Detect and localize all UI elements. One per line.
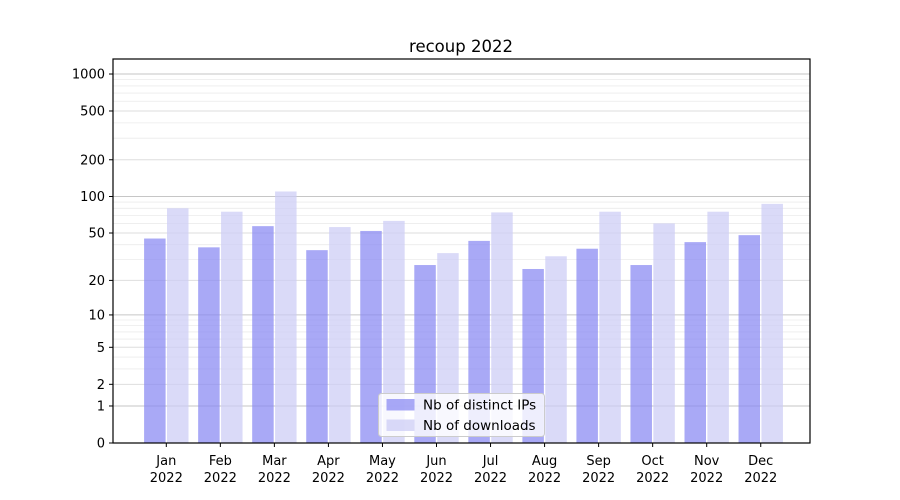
x-tick-label-month-jul: Jul bbox=[482, 454, 499, 469]
bar-nb-of-downloads-jan bbox=[167, 208, 189, 443]
x-tick-label-year-oct: 2022 bbox=[636, 471, 669, 486]
y-tick-label-1000: 1000 bbox=[72, 68, 105, 83]
x-tick-label-month-dec: Dec bbox=[748, 454, 773, 469]
bar-nb-of-distinct-ips-feb bbox=[198, 247, 220, 443]
x-tick-label-year-feb: 2022 bbox=[204, 471, 237, 486]
y-tick-label-1: 1 bbox=[97, 399, 105, 414]
bar-nb-of-distinct-ips-sep bbox=[576, 248, 598, 443]
chart-title: recoup 2022 bbox=[409, 37, 513, 56]
plot-border bbox=[112, 58, 811, 444]
bar-nb-of-distinct-ips-jul bbox=[468, 240, 490, 443]
x-tick-label-year-apr: 2022 bbox=[312, 471, 345, 486]
bar-nb-of-distinct-ips-dec bbox=[738, 235, 761, 443]
bar-nb-of-downloads-may bbox=[383, 220, 405, 443]
bar-nb-of-downloads-aug bbox=[545, 256, 567, 443]
bar-nb-of-distinct-ips-nov bbox=[684, 242, 706, 443]
x-tick-label-year-may: 2022 bbox=[366, 471, 399, 486]
y-tick-label-50: 50 bbox=[88, 227, 105, 242]
y-tick-label-500: 500 bbox=[80, 104, 105, 119]
x-tick-label-year-jun: 2022 bbox=[420, 471, 453, 486]
x-tick-label-month-aug: Aug bbox=[532, 454, 557, 469]
x-tick-label-month-apr: Apr bbox=[317, 454, 340, 469]
y-tick-label-20: 20 bbox=[88, 274, 105, 289]
bars-layer bbox=[144, 191, 783, 443]
x-tick-label-month-sep: Sep bbox=[586, 454, 611, 469]
y-tick-label-0: 0 bbox=[97, 437, 105, 452]
x-tick-label-year-nov: 2022 bbox=[690, 471, 723, 486]
y-tick-label-2: 2 bbox=[97, 378, 105, 393]
legend: Nb of distinct IPs Nb of downloads bbox=[378, 393, 545, 437]
x-tick-label-year-sep: 2022 bbox=[582, 471, 615, 486]
bar-nb-of-distinct-ips-oct bbox=[630, 265, 652, 443]
x-tick-label-year-jul: 2022 bbox=[474, 471, 507, 486]
legend-swatch-nb-of-downloads bbox=[386, 419, 415, 431]
bar-nb-of-distinct-ips-mar bbox=[252, 226, 274, 443]
x-tick-label-year-mar: 2022 bbox=[258, 471, 291, 486]
bar-nb-of-distinct-ips-may bbox=[360, 230, 382, 443]
x-tick-label-month-jun: Jun bbox=[425, 454, 446, 469]
legend-box bbox=[378, 393, 545, 437]
bar-nb-of-downloads-sep bbox=[599, 211, 621, 443]
bar-nb-of-downloads-dec bbox=[761, 203, 783, 443]
bar-nb-of-downloads-feb bbox=[221, 211, 243, 443]
x-tick-label-month-nov: Nov bbox=[694, 454, 720, 469]
bar-nb-of-distinct-ips-apr bbox=[306, 250, 328, 443]
legend-label-nb-of-distinct-ips: Nb of distinct IPs bbox=[423, 398, 536, 414]
y-tick-label-200: 200 bbox=[80, 153, 105, 168]
bar-nb-of-downloads-oct bbox=[653, 223, 675, 443]
bar-nb-of-downloads-jul bbox=[491, 212, 513, 443]
legend-swatch-nb-of-distinct-ips bbox=[386, 399, 415, 411]
bar-nb-of-downloads-nov bbox=[707, 211, 729, 443]
bar-nb-of-downloads-apr bbox=[329, 227, 351, 443]
x-tick-label-month-mar: Mar bbox=[262, 454, 287, 469]
y-tick-label-100: 100 bbox=[80, 190, 105, 205]
bar-nb-of-distinct-ips-jan bbox=[144, 238, 166, 443]
x-tick-label-month-jan: Jan bbox=[155, 454, 176, 469]
bar-nb-of-downloads-mar bbox=[275, 191, 297, 443]
axes-layer: 0 1 2 5 10 20 50 100 200 500 1000 Jan 2022 Feb 2022 Mar… bbox=[72, 58, 811, 486]
x-tick-label-month-oct: Oct bbox=[641, 454, 663, 469]
x-tick-label-year-dec: 2022 bbox=[744, 471, 777, 486]
x-tick-label-month-may: May bbox=[369, 454, 396, 469]
legend-label-nb-of-downloads: Nb of downloads bbox=[423, 418, 536, 434]
x-tick-label-month-feb: Feb bbox=[209, 454, 232, 469]
x-tick-label-year-aug: 2022 bbox=[528, 471, 561, 486]
x-tick-label-year-jan: 2022 bbox=[150, 471, 183, 486]
y-tick-label-10: 10 bbox=[88, 308, 105, 323]
y-tick-label-5: 5 bbox=[97, 341, 105, 356]
